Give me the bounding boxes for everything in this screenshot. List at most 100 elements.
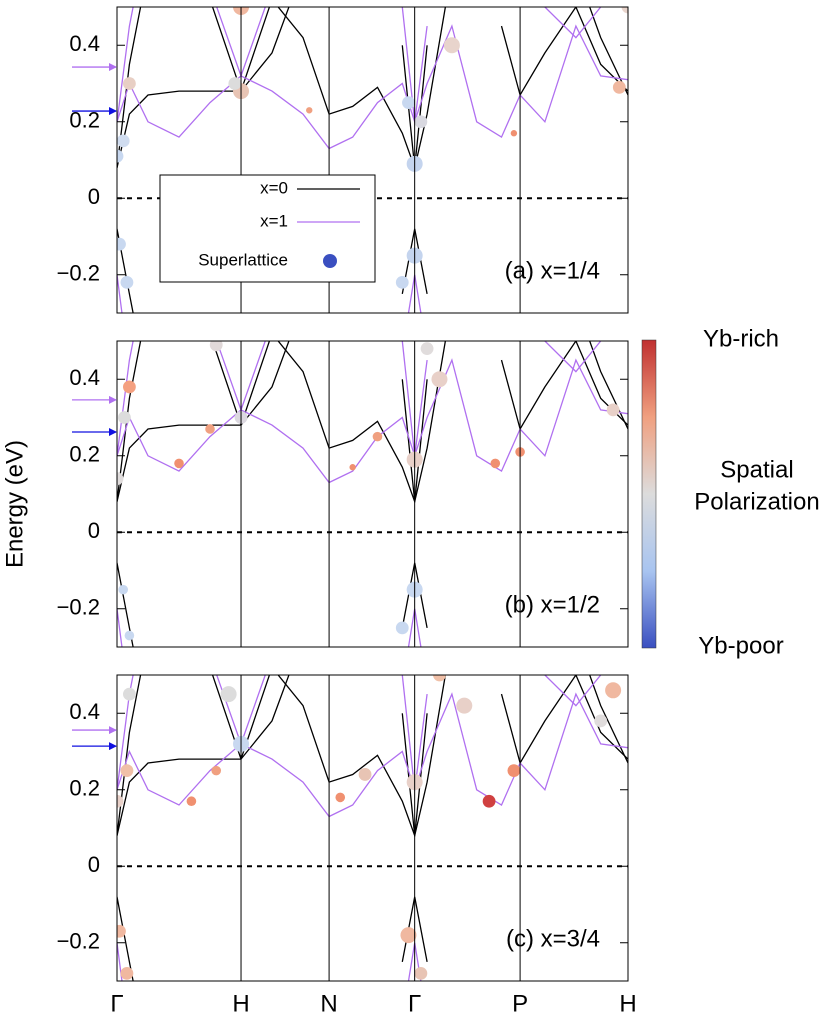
superlattice-point (606, 403, 620, 417)
plot-frame (116, 340, 629, 648)
plot-area (117, 675, 628, 981)
band-line (117, 896, 428, 981)
band-line (117, 341, 628, 502)
colorbar-label: Yb-poor (698, 632, 783, 659)
plot-frame (116, 674, 629, 982)
band-line (117, 675, 628, 836)
x-tick-label: Γ (408, 990, 421, 1017)
y-tick-label: 0.4 (69, 699, 100, 724)
superlattice-point (605, 682, 622, 699)
superlattice-point (117, 134, 130, 148)
superlattice-point (510, 130, 518, 137)
x-tick-label: N (320, 990, 337, 1017)
superlattice-point (228, 77, 242, 90)
legend-label: x=0 (260, 178, 288, 197)
colorbar-label: Yb-rich (703, 325, 779, 352)
superlattice-point (621, 7, 628, 14)
band-line (117, 675, 602, 790)
y-tick-label: 0.2 (69, 108, 100, 133)
superlattice-point (594, 714, 608, 728)
panel-label: (b) x=1/2 (505, 591, 600, 618)
superlattice-point (118, 584, 129, 595)
band-line (117, 608, 422, 647)
superlattice-point (400, 927, 417, 944)
superlattice-point (118, 411, 131, 424)
superlattice-point (507, 764, 521, 778)
panel: Γ H N Γ P H −0.2 0 0.2 0.4 (c) x=3/4 (57, 674, 637, 1017)
superlattice-point (395, 621, 409, 635)
colorbar-title: Spatial (720, 456, 793, 483)
superlattice-point (420, 342, 434, 356)
colorbar-title: Polarization (694, 488, 819, 515)
panel-label: (a) x=1/4 (505, 257, 600, 284)
panel: −0.2 0 0.2 0.4 (a) x=1/4 x=0 x=1 Superlattice (57, 6, 629, 314)
panel-label: (c) x=3/4 (506, 925, 600, 952)
superlattice-point (482, 794, 496, 808)
superlattice-point (395, 276, 409, 289)
y-tick-label: 0.4 (69, 365, 100, 390)
superlattice-point (123, 77, 136, 90)
y-axis-label: Energy (eV) (1, 440, 28, 568)
legend-label: x=1 (260, 211, 288, 230)
superlattice-point (414, 966, 428, 980)
band-line (117, 358, 628, 484)
superlattice-point (211, 765, 222, 776)
band-line (117, 341, 628, 504)
panel: −0.2 0 0.2 0.4 (b) x=1/2 Energy (eV) Yb-rich Sp… (1, 325, 819, 659)
x-tick-label: H (232, 990, 249, 1017)
plot-area (117, 341, 628, 647)
superlattice-point (335, 792, 346, 803)
superlattice-point (349, 464, 356, 471)
superlattice-point (358, 768, 372, 781)
legend-box (159, 174, 376, 283)
band-line (117, 341, 602, 456)
plot-area (117, 7, 628, 313)
superlattice-point (402, 96, 415, 110)
band-line (117, 274, 422, 313)
superlattice-point (456, 697, 473, 714)
superlattice-point (123, 380, 136, 394)
y-tick-label: 0 (88, 518, 100, 543)
superlattice-point (220, 686, 237, 703)
band-line (117, 7, 628, 170)
y-tick-label: 0.2 (69, 776, 100, 801)
superlattice-point (433, 675, 446, 682)
superlattice-point (186, 796, 197, 807)
superlattice-point (117, 237, 126, 251)
y-tick-label: 0.4 (69, 31, 100, 56)
band-line (117, 692, 628, 818)
band-line (117, 7, 628, 168)
superlattice-point (120, 276, 134, 289)
band-line (117, 675, 628, 838)
superlattice-point (205, 424, 215, 434)
legend-label: Superlattice (198, 250, 288, 269)
superlattice-point (209, 341, 223, 352)
superlattice-point (431, 371, 448, 388)
superlattice-point (372, 431, 383, 442)
x-tick-label: P (512, 990, 528, 1017)
superlattice-point (120, 966, 134, 980)
y-tick-label: −0.2 (57, 261, 100, 286)
superlattice-point (306, 107, 313, 114)
superlattice-point (174, 458, 184, 469)
superlattice-point (117, 794, 124, 808)
superlattice-point (414, 115, 428, 129)
superlattice-point (124, 630, 135, 641)
band-line (117, 562, 428, 647)
y-tick-label: 0.2 (69, 442, 100, 467)
band-line (117, 24, 628, 150)
plot-frame (116, 6, 629, 314)
x-tick-label: Γ (110, 990, 123, 1017)
y-tick-label: 0 (88, 852, 100, 877)
superlattice-point (117, 149, 124, 163)
x-tick-label: H (619, 990, 636, 1017)
legend-swatch (323, 254, 337, 268)
superlattice-point (117, 924, 126, 938)
superlattice-point (123, 687, 136, 701)
superlattice-point (117, 472, 124, 486)
superlattice-point (443, 37, 460, 54)
colorbar (641, 339, 657, 649)
superlattice-point (612, 80, 626, 94)
y-tick-label: −0.2 (57, 595, 100, 620)
